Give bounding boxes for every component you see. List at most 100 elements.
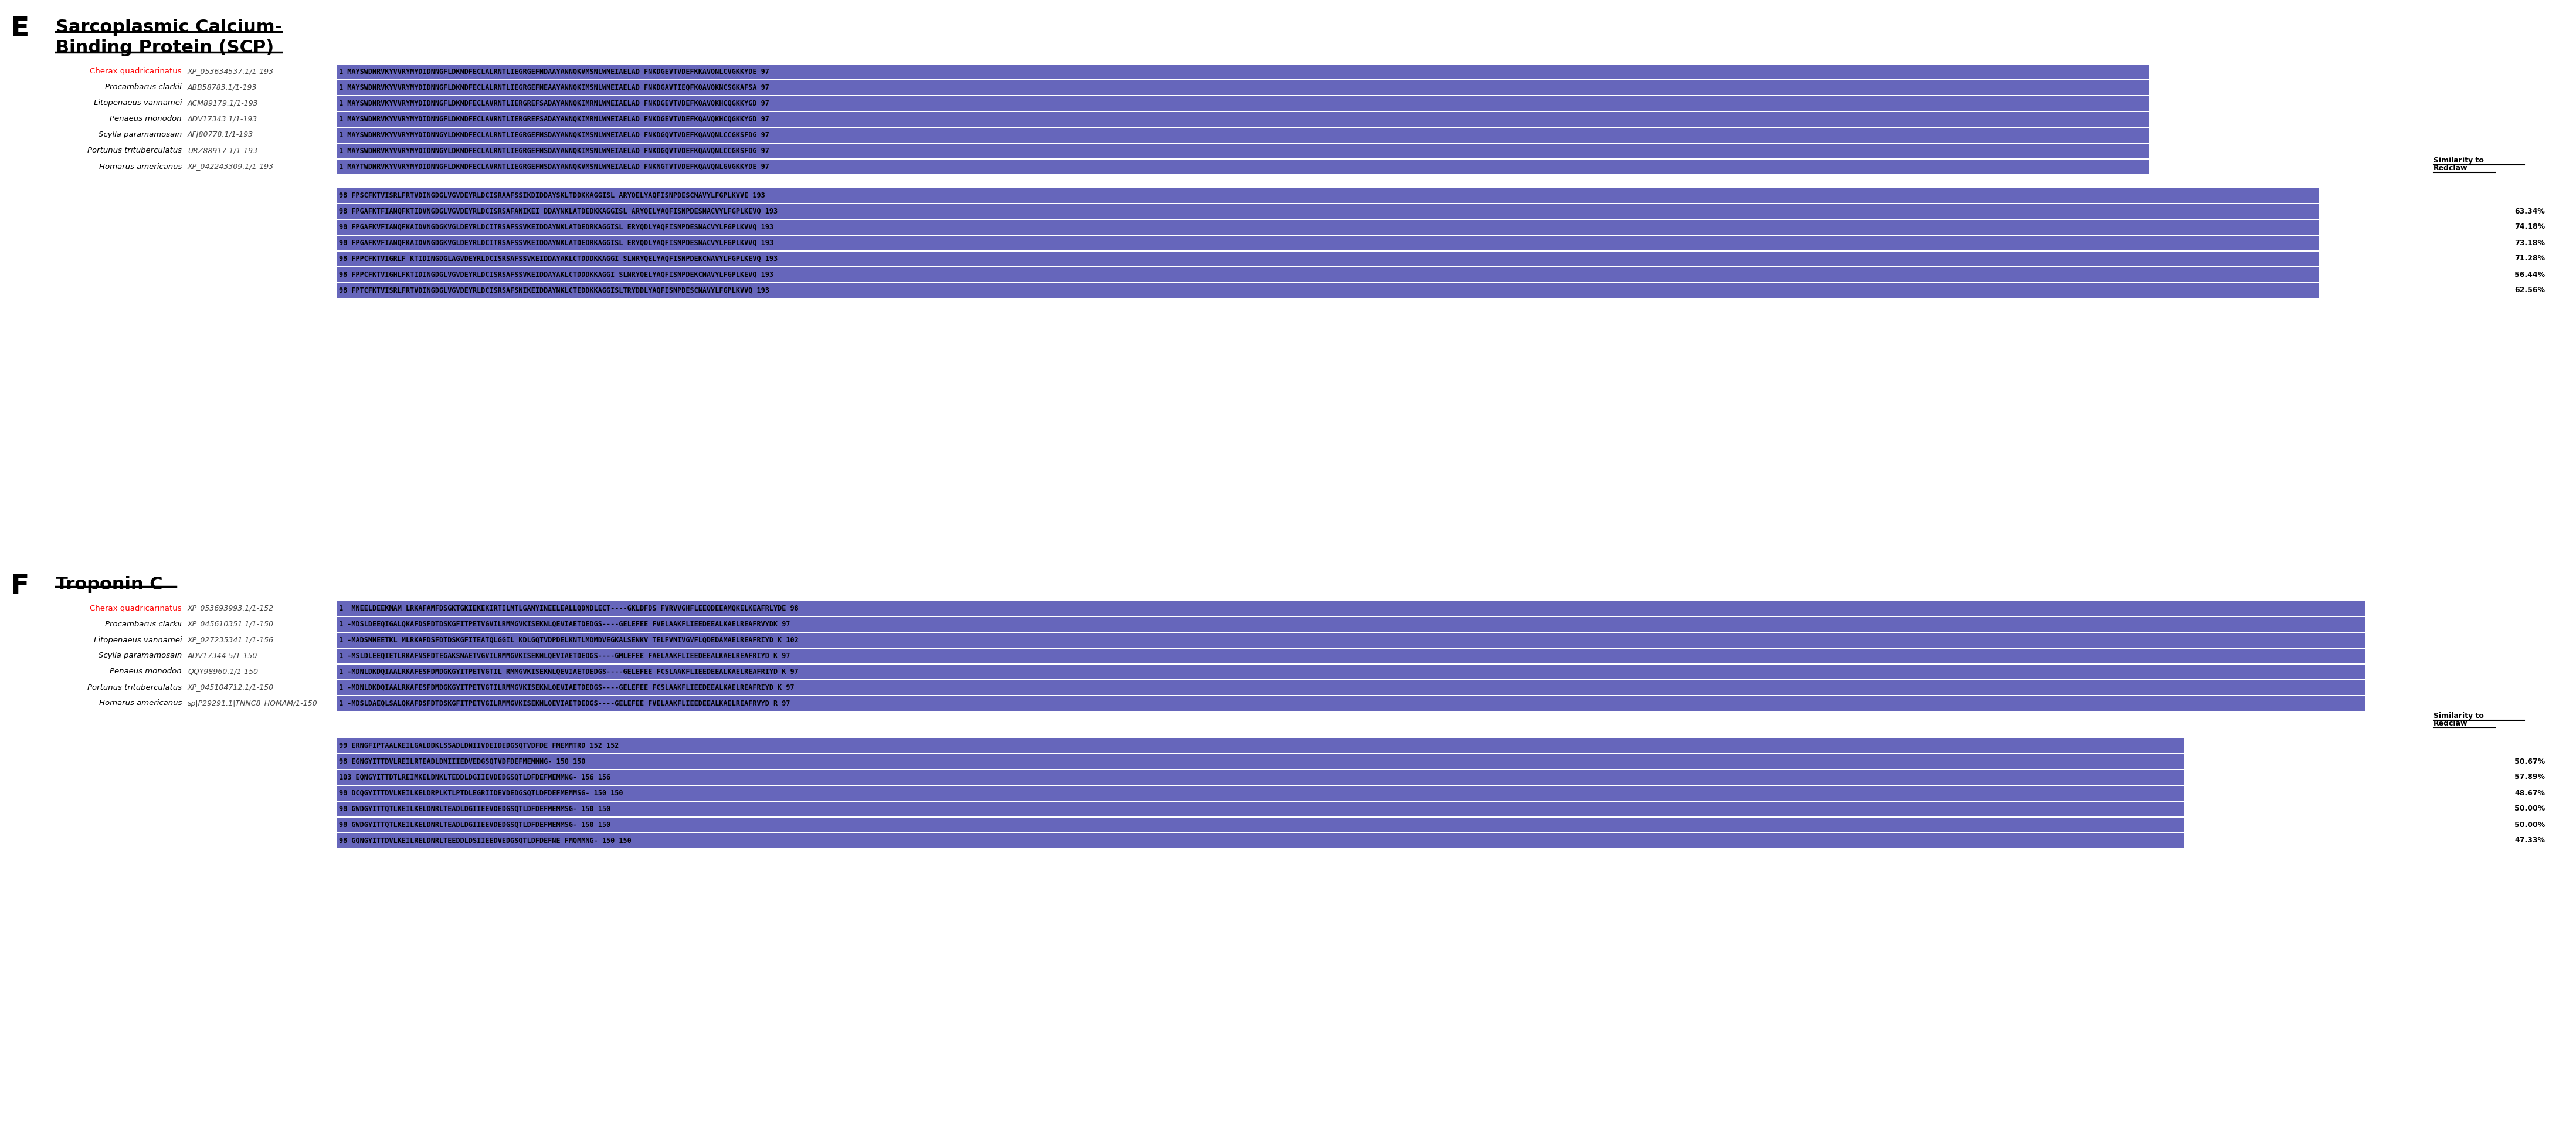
- Text: 98 FPGAFKVFIANQFKAIDVNGDGKVGLDEYRLDCITRSAFSSVKEIDDAYNKLATDEDRKAGGISL ERYQDLYAQFI: 98 FPGAFKVFIANQFKAIDVNGDGKVGLDEYRLDCITRS…: [340, 239, 773, 247]
- Text: Redclaw: Redclaw: [2434, 719, 2468, 727]
- Bar: [337, 802, 2184, 817]
- Bar: [337, 617, 2365, 632]
- Text: 98 EGNGYITTDVLREILRTEADLDNIIIEDVEDGSQTVDFDEFMEMMNG- 150 150: 98 EGNGYITTDVLREILRTEADLDNIIIEDVEDGSQTVD…: [340, 757, 585, 765]
- Text: Homarus americanus: Homarus americanus: [98, 699, 183, 707]
- Text: 50.00%: 50.00%: [2514, 805, 2545, 813]
- Bar: [337, 754, 2184, 769]
- Text: Similarity to: Similarity to: [2434, 156, 2483, 164]
- Text: 57.89%: 57.89%: [2514, 773, 2545, 781]
- Text: 63.34%: 63.34%: [2514, 208, 2545, 215]
- Text: Sarcoplasmic Calcium-: Sarcoplasmic Calcium-: [57, 18, 283, 35]
- Bar: [337, 665, 2365, 679]
- Text: 98 FPPCFKTVIGRLF KTIDINGDGLAGVDEYRLDCISRSAFSSVKEIDDAYAKLCTDDDKKAGGI SLNRYQELYAQF: 98 FPPCFKTVIGRLF KTIDINGDGLAGVDEYRLDCISR…: [340, 255, 778, 263]
- Text: 1 MAYSWDNRVKYVVRYMYDIDNNGYLDKNDFECLALRNTLIEGRGEFNSDAYANNQKIMSNLWNEIAELAD FNKDGQV: 1 MAYSWDNRVKYVVRYMYDIDNNGYLDKNDFECLALRNT…: [340, 131, 770, 138]
- Bar: [337, 144, 2148, 158]
- Text: Scylla paramamosain: Scylla paramamosain: [98, 652, 183, 660]
- Text: 48.67%: 48.67%: [2514, 789, 2545, 797]
- Text: XP_053634537.1/1-193: XP_053634537.1/1-193: [188, 67, 273, 75]
- Bar: [337, 695, 2365, 710]
- Text: 1 MAYSWDNRVKYVVRYMYDIDNNGFLDKNDFECLALRNTLIEGRGEFNDAAYANNQKVMSNLWNEIAELAD FNKDGEV: 1 MAYSWDNRVKYVVRYMYDIDNNGFLDKNDFECLALRNT…: [340, 67, 770, 75]
- Text: 98 FPTCFKTVISRLFRTVDINGDGLVGVDEYRLDCISRSAFSNIKEIDDAYNKLCTEDDKKAGGISLTRYDDLYAQFIS: 98 FPTCFKTVISRLFRTVDINGDGLVGVDEYRLDCISRS…: [340, 287, 770, 295]
- Text: 1 -MDNLDKDQIAALRKAFESFDMDGKGYITPETVGTIL RMMGVKISEKNLQEVIAETDEDGS----GELEFEE FCSL: 1 -MDNLDKDQIAALRKAFESFDMDGKGYITPETVGTIL …: [340, 668, 799, 675]
- Text: 99 ERNGFIPTAALKEILGALDDKLSSADLDNIIVDEIDEDGSQTVDFDE FMEMMTRD 152 152: 99 ERNGFIPTAALKEILGALDDKLSSADLDNIIVDEIDE…: [340, 741, 618, 749]
- Text: 98 FPSCFKTVISRLFRTVDINGDGLVGVDEYRLDCISRAAFSSIKDIDDAYSKLTDDKKAGGISL ARYQELYAQFISN: 98 FPSCFKTVISRLFRTVDINGDGLVGVDEYRLDCISRA…: [340, 192, 765, 199]
- Text: URZ88917.1/1-193: URZ88917.1/1-193: [188, 147, 258, 154]
- Text: sp|P29291.1|TNNC8_HOMAM/1-150: sp|P29291.1|TNNC8_HOMAM/1-150: [188, 699, 317, 707]
- Bar: [337, 267, 2318, 282]
- Text: Litopenaeus vannamei: Litopenaeus vannamei: [93, 99, 183, 107]
- Text: 1 -MDSLDAEQLSALQKAFDSFDTDSKGFITPETVGILRMMGVKISEKNLQEVIAETDEDGS----GELEFEE FVELAA: 1 -MDSLDAEQLSALQKAFDSFDTDSKGFITPETVGILRM…: [340, 699, 791, 707]
- Bar: [337, 96, 2148, 111]
- Text: AFJ80778.1/1-193: AFJ80778.1/1-193: [188, 131, 252, 138]
- Text: XP_045610351.1/1-150: XP_045610351.1/1-150: [188, 620, 273, 628]
- Text: 74.18%: 74.18%: [2514, 223, 2545, 231]
- Bar: [337, 64, 2148, 79]
- Text: 98 FPGAFKTFIANQFKTIDVNGDGLVGVDEYRLDCISRSAFANIKEI DDAYNKLATDEDKKAGGISL ARYQELYAQF: 98 FPGAFKTFIANQFKTIDVNGDGLVGVDEYRLDCISRS…: [340, 208, 778, 215]
- Text: 50.00%: 50.00%: [2514, 821, 2545, 828]
- Text: E: E: [10, 16, 28, 42]
- Text: 71.28%: 71.28%: [2514, 255, 2545, 263]
- Bar: [337, 633, 2365, 648]
- Bar: [337, 738, 2184, 753]
- Text: ABB58783.1/1-193: ABB58783.1/1-193: [188, 83, 258, 91]
- Bar: [337, 681, 2365, 694]
- Text: Procambarus clarkii: Procambarus clarkii: [106, 83, 183, 91]
- Text: Scylla paramamosain: Scylla paramamosain: [98, 131, 183, 138]
- Bar: [337, 601, 2365, 616]
- Text: XP_053693993.1/1-152: XP_053693993.1/1-152: [188, 604, 273, 612]
- Bar: [337, 283, 2318, 298]
- Text: Portunus trituberculatus: Portunus trituberculatus: [88, 684, 183, 691]
- Text: Portunus trituberculatus: Portunus trituberculatus: [88, 147, 183, 154]
- Text: 1 MAYSWDNRVKYVVRYMYDIDNNGFLDKNDFECLAVRNTLIERGREFSADAYANNQKIMRNLWNEIAELAD FNKDGEV: 1 MAYSWDNRVKYVVRYMYDIDNNGFLDKNDFECLAVRNT…: [340, 115, 770, 123]
- Text: QQY98960.1/1-150: QQY98960.1/1-150: [188, 668, 258, 675]
- Text: 98 DCQGYITTDVLKEILKELDRPLKTLPTDLEGRIIDEVDEDGSQTLDFDEFMEMMSG- 150 150: 98 DCQGYITTDVLKEILKELDRPLKTLPTDLEGRIIDEV…: [340, 789, 623, 797]
- Text: 98 FPPCFKTVIGHLFKTIDINGDGLVGVDEYRLDCISRSAFSSVKEIDDAYAKLCTDDDKKAGGI SLNRYQELYAQFI: 98 FPPCFKTVIGHLFKTIDINGDGLVGVDEYRLDCISRS…: [340, 271, 773, 279]
- Text: 1 -MDSLDEEQIGALQKAFDSFDTDSKGFITPETVGVILRMMGVKISEKNLQEVIAETDEDGS----GELEFEE FVELA: 1 -MDSLDEEQIGALQKAFDSFDTDSKGFITPETVGVILR…: [340, 620, 791, 628]
- Text: 1 MAYTWDNRVKYVVRYMYDIDNNGFLDKNDFECLAVRNTLIEGRGEFNSDAYANNQKVMSNLWNEIAELAD FNKNGTV: 1 MAYTWDNRVKYVVRYMYDIDNNGFLDKNDFECLAVRNT…: [340, 163, 770, 170]
- Bar: [337, 159, 2148, 174]
- Text: Redclaw: Redclaw: [2434, 164, 2468, 172]
- Text: 1 -MADSMNEETKL MLRKAFDSFDTDSKGFITEATQLGGIL KDLGQTVDPDELKNTLMDMDVEGKALSENKV TELFV: 1 -MADSMNEETKL MLRKAFDSFDTDSKGFITEATQLGG…: [340, 636, 799, 644]
- Text: ADV17344.5/1-150: ADV17344.5/1-150: [188, 652, 258, 660]
- Bar: [337, 649, 2365, 664]
- Text: ACM89179.1/1-193: ACM89179.1/1-193: [188, 99, 258, 107]
- Text: Similarity to: Similarity to: [2434, 713, 2483, 719]
- Bar: [337, 251, 2318, 266]
- Text: 1 -MSLDLEEQIETLRKAFNSFDTEGAKSNAETVGVILRMMGVKISEKNLQEVIAETDEDGS----GMLEFEE FAELAA: 1 -MSLDLEEQIETLRKAFNSFDTEGAKSNAETVGVILRM…: [340, 652, 791, 660]
- Text: 98 GWDGYITTQTLKEILKELDNRLTEADLDGIIEEVDEDGSQTLDFDEFMEMMSG- 150 150: 98 GWDGYITTQTLKEILKELDNRLTEADLDGIIEEVDED…: [340, 821, 611, 828]
- Text: 98 FPGAFKVFIANQFKAIDVNGDGKVGLDEYRLDCITRSAFSSVKEIDDAYNKLATDEDRKAGGISL ERYQDLYAQFI: 98 FPGAFKVFIANQFKAIDVNGDGKVGLDEYRLDCITRS…: [340, 223, 773, 231]
- Text: 1 MAYSWDNRVKYVVRYMYDIDNNGYLDKNDFECLALRNTLIEGRGEFNSDAYANNQKIMSNLWNEIAELAD FNKDGQV: 1 MAYSWDNRVKYVVRYMYDIDNNGYLDKNDFECLALRNT…: [340, 147, 770, 154]
- Text: 1  MNEELDEEKMAM LRKAFAMFDSGKTGKIEKEKIRTILNTLGANYINEELEALLQDNDLECT----GKLDFDS FVR: 1 MNEELDEEKMAM LRKAFAMFDSGKTGKIEKEKIRTIL…: [340, 604, 799, 612]
- Text: Binding Protein (SCP): Binding Protein (SCP): [57, 39, 273, 56]
- Text: 50.67%: 50.67%: [2514, 757, 2545, 765]
- Bar: [337, 770, 2184, 785]
- Text: XP_045104712.1/1-150: XP_045104712.1/1-150: [188, 684, 273, 691]
- Text: 103 EQNGYITTDTLREIMKELDNKLTEDDLDGIIEVDEDGSQTLDFDEFMEMMNG- 156 156: 103 EQNGYITTDTLREIMKELDNKLTEDDLDGIIEVDED…: [340, 773, 611, 781]
- Text: Cherax quadricarinatus: Cherax quadricarinatus: [90, 67, 183, 75]
- Text: 62.56%: 62.56%: [2514, 287, 2545, 295]
- Text: 73.18%: 73.18%: [2514, 239, 2545, 247]
- Text: 56.44%: 56.44%: [2514, 271, 2545, 279]
- Text: Homarus americanus: Homarus americanus: [98, 163, 183, 170]
- Text: 98 GWDGYITTQTLKEILKELDNRLTEADLDGIIEEVDEDGSQTLDFDEFMEMMSG- 150 150: 98 GWDGYITTQTLKEILKELDNRLTEADLDGIIEEVDED…: [340, 805, 611, 813]
- Text: Troponin C: Troponin C: [57, 576, 162, 593]
- Text: XP_027235341.1/1-156: XP_027235341.1/1-156: [188, 636, 273, 644]
- Bar: [337, 203, 2318, 218]
- Bar: [337, 219, 2318, 234]
- Text: 1 MAYSWDNRVKYVVRYMYDIDNNGFLDKNDFECLALRNTLIEGRGEFNEAAYANNQKIMSNLWNEIAELAD FNKDGAV: 1 MAYSWDNRVKYVVRYMYDIDNNGFLDKNDFECLALRNT…: [340, 83, 770, 91]
- Text: Penaeus monodon: Penaeus monodon: [111, 115, 183, 123]
- Text: XP_042243309.1/1-193: XP_042243309.1/1-193: [188, 163, 273, 170]
- Text: 98 GQNGYITTDVLKEILRELDNRLTEEDDLDSIIEEDVEDGSQTLDFDEFNE FMQMMNG- 150 150: 98 GQNGYITTDVLKEILRELDNRLTEEDDLDSIIEEDVE…: [340, 837, 631, 844]
- Bar: [337, 834, 2184, 847]
- Bar: [337, 112, 2148, 127]
- Text: Penaeus monodon: Penaeus monodon: [111, 668, 183, 675]
- Text: Cherax quadricarinatus: Cherax quadricarinatus: [90, 604, 183, 612]
- Bar: [337, 128, 2148, 143]
- Bar: [337, 188, 2318, 202]
- Bar: [337, 786, 2184, 801]
- Bar: [337, 235, 2318, 250]
- Text: 1 -MDNLDKDQIAALRKAFESFDMDGKGYITPETVGTILRMMGVKISEKNLQEVIAETDEDGS----GELEFEE FCSLA: 1 -MDNLDKDQIAALRKAFESFDMDGKGYITPETVGTILR…: [340, 684, 793, 691]
- Text: Litopenaeus vannamei: Litopenaeus vannamei: [93, 636, 183, 644]
- Text: F: F: [10, 573, 28, 600]
- Text: ADV17343.1/1-193: ADV17343.1/1-193: [188, 115, 258, 123]
